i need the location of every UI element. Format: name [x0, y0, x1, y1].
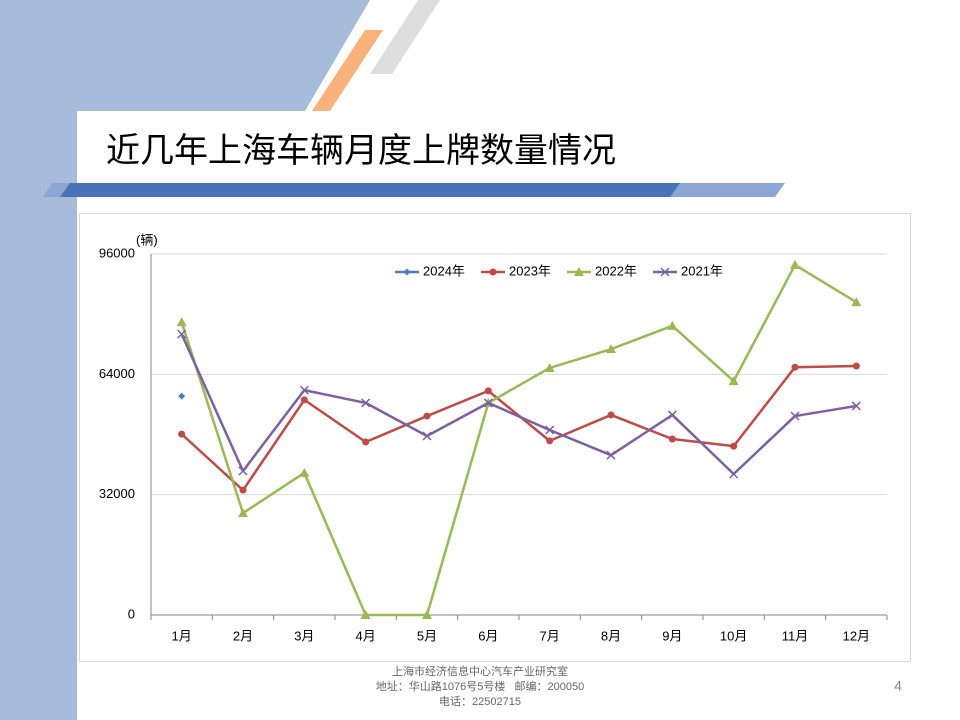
point: [403, 268, 411, 276]
y-tick-label: 64000: [99, 366, 135, 381]
top-band: [0, 0, 370, 111]
title-bar-dark: [60, 183, 680, 197]
point: [176, 317, 187, 327]
point: [667, 320, 678, 330]
point: [361, 398, 371, 408]
point: [238, 508, 248, 518]
point: [607, 411, 615, 419]
point: [489, 268, 497, 276]
x-tick-label: 1月: [172, 628, 192, 643]
x-tick-label: 9月: [662, 628, 682, 643]
x-tick-label: 8月: [601, 628, 621, 643]
x-tick-label: 4月: [356, 628, 376, 643]
point: [606, 344, 616, 354]
point: [546, 437, 554, 445]
point: [239, 486, 247, 494]
legend-label: 2021年: [681, 263, 723, 278]
point: [660, 267, 670, 277]
point: [667, 410, 677, 420]
x-tick-label: 2月: [233, 628, 253, 643]
point: [178, 430, 186, 438]
point: [299, 467, 310, 477]
point: [238, 466, 248, 476]
series-line: [180, 263, 857, 617]
plot: 0 32000 64000 96000 1月 2月 3月 4月 5月 6月 7月 8月 9月 10月 11月…: [99, 245, 888, 643]
y-tick-label: 96000: [99, 245, 135, 260]
x-tick-label: 7月: [540, 628, 560, 643]
y-tick-label: 32000: [99, 486, 135, 501]
series-line: [180, 333, 857, 476]
orange-stripe: [312, 30, 383, 111]
point: [852, 362, 860, 370]
page-number: 4: [894, 678, 902, 694]
point: [668, 435, 676, 443]
x-tick-label: 5月: [417, 628, 437, 643]
legend-label: 2022年: [595, 263, 637, 278]
point: [360, 610, 371, 619]
point: [544, 362, 555, 372]
point: [730, 442, 738, 450]
x-tick-label: 11月: [782, 628, 809, 643]
point: [728, 376, 739, 386]
point: [851, 401, 861, 411]
x-tick-label: 12月: [843, 628, 870, 643]
point: [177, 329, 187, 339]
footer-line: 上海市经济信息中心汽车产业研究室: [392, 664, 568, 678]
point: [422, 431, 432, 441]
slide-title: 近几年上海车辆月度上牌数量情况: [106, 132, 616, 170]
y-tick-label: 0: [128, 606, 135, 621]
point: [790, 411, 800, 421]
title-tab: [77, 111, 960, 183]
footer-line: 电话：22502715: [439, 695, 521, 708]
x-tick-label: 6月: [478, 628, 498, 643]
side-band: [0, 0, 77, 720]
x-tick-label: 3月: [294, 628, 314, 643]
point: [790, 259, 800, 269]
y-axis-label: (辆): [136, 232, 158, 247]
point: [729, 469, 739, 479]
point: [483, 398, 493, 408]
point: [362, 438, 370, 446]
point: [851, 297, 862, 307]
legend-label: 2023年: [509, 263, 551, 278]
point: [484, 387, 492, 395]
point: [299, 385, 309, 395]
footer-line: 地址：华山路1076号5号楼 邮编：200050: [376, 679, 584, 693]
legend-label: 2024年: [423, 263, 465, 278]
point: [606, 450, 616, 460]
point: [423, 412, 431, 420]
point: [422, 610, 432, 619]
grey-stripe: [370, 0, 440, 74]
point: [574, 267, 584, 276]
x-tick-label: 10月: [720, 628, 747, 643]
point: [300, 396, 308, 404]
point: [178, 392, 186, 400]
point: [545, 425, 555, 435]
point: [791, 363, 799, 371]
